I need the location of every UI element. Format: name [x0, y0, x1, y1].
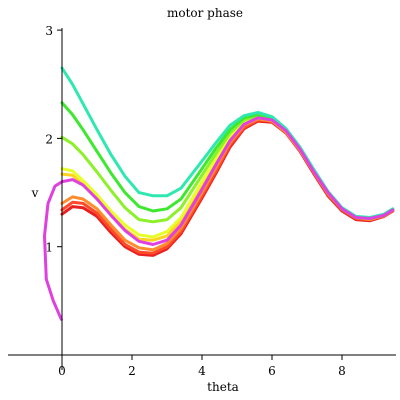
series-line-9: [43, 116, 395, 321]
series-layer: [43, 66, 395, 321]
y-tick-label: 3: [45, 24, 53, 38]
chart-title: motor phase: [167, 6, 243, 20]
x-tick-label: 0: [58, 364, 66, 378]
y-tick-label: 2: [45, 132, 53, 146]
tick-layer: 0 2 4 6 8 1 2 3: [45, 24, 345, 378]
y-axis-label: v: [31, 186, 39, 200]
x-tick-label: 6: [268, 364, 276, 378]
x-tick-label: 4: [198, 364, 206, 378]
x-axis-label: theta: [207, 380, 239, 394]
y-tick-label: 1: [45, 241, 53, 255]
series-line-7: [60, 101, 395, 220]
x-tick-label: 8: [338, 364, 346, 378]
x-tick-label: 2: [128, 364, 136, 378]
